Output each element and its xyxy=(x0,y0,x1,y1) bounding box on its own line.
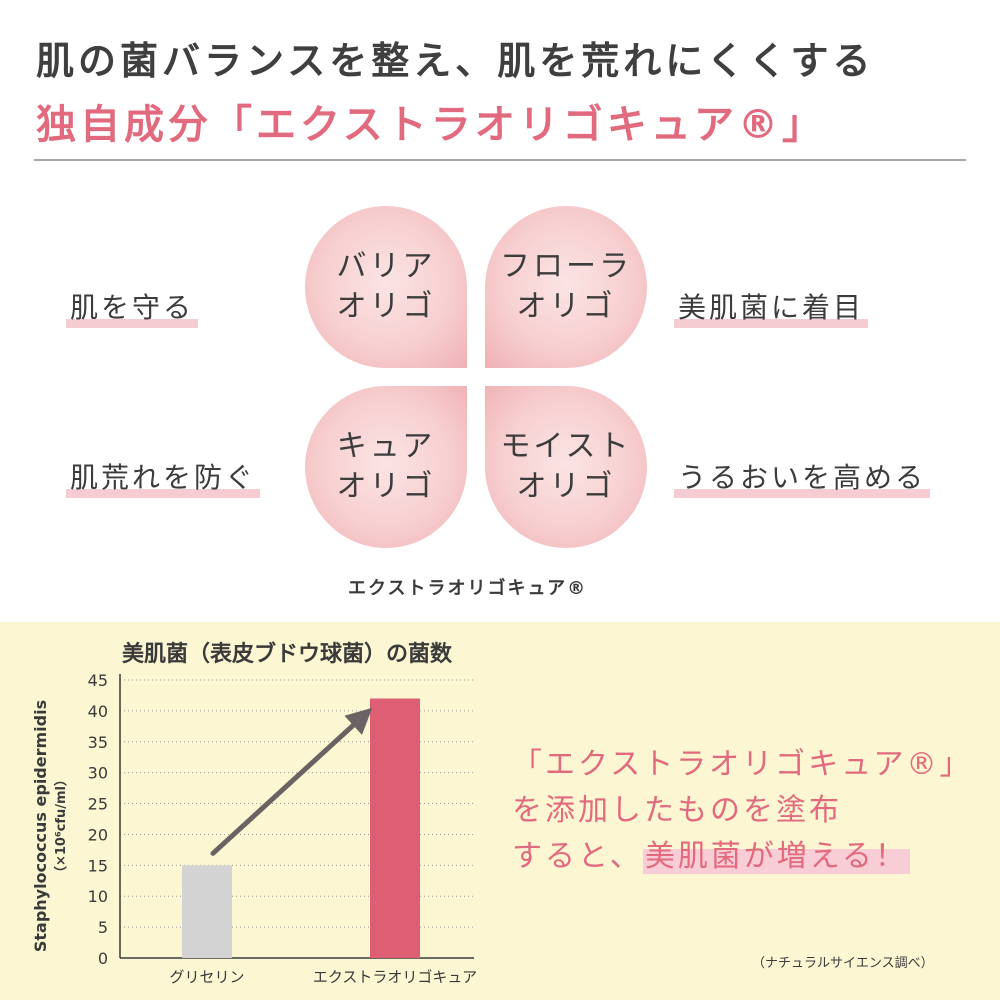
bar-0 xyxy=(182,865,232,958)
chart-panel xyxy=(0,622,1000,1000)
callout-line3-pre: すると、 xyxy=(512,839,643,874)
benefit-prevent-roughness: 肌荒れを防ぐ xyxy=(66,456,261,498)
x-tick-label: エクストラオリゴキュア xyxy=(313,968,477,986)
petal-label-line2: オリゴ xyxy=(336,469,436,504)
y-tick-label: 20 xyxy=(88,825,108,844)
trend-arrow-head xyxy=(344,707,373,735)
chart-title: 美肌菌（表皮ブドウ球菌）の菌数 xyxy=(122,642,453,667)
y-tick-label: 10 xyxy=(88,887,108,906)
callout-line1: 「エクストラオリゴキュア®」 xyxy=(512,747,973,782)
petal-label-line2: オリゴ xyxy=(516,469,616,504)
callout-text: 「エクストラオリゴキュア®」 を添加したものを塗布 すると、美肌菌が増える！ xyxy=(512,742,973,880)
headline-line2: 独自成分「エクストラオリゴキュア®」 xyxy=(36,102,826,148)
petal-cure-oligo: キュア オリゴ xyxy=(305,386,467,548)
petal-label-line1: バリア xyxy=(336,249,436,284)
headline-line1: 肌の菌バランスを整え、肌を荒れにくくする xyxy=(36,39,875,83)
trend-arrow-shaft xyxy=(210,712,368,856)
source-note: （ナチュラルサイエンス調べ） xyxy=(752,956,934,971)
x-tick-label: グリセリン xyxy=(169,968,244,986)
callout-line2: を添加したものを塗布 xyxy=(512,793,842,828)
callout-highlight: 美肌菌が増える！ xyxy=(642,839,910,874)
petal-label-line1: フローラ xyxy=(500,249,632,284)
callout-line3: すると、美肌菌が増える！ xyxy=(512,834,973,880)
benefit-protect-skin: 肌を守る xyxy=(66,286,199,328)
y-tick-label: 0 xyxy=(98,949,108,968)
y-tick-label: 40 xyxy=(88,702,108,721)
benefit-beauty-bacteria: 美肌菌に着目 xyxy=(674,286,869,328)
clover-caption: エクストラオリゴキュア® xyxy=(348,578,588,599)
petal-label-line2: オリゴ xyxy=(336,289,436,324)
header-divider xyxy=(34,159,966,161)
petal-label-line1: モイスト xyxy=(500,429,632,464)
petal-barrier-oligo: バリア オリゴ xyxy=(305,206,467,368)
petal-label-line1: キュア xyxy=(336,429,436,464)
y-tick-label: 25 xyxy=(88,795,108,814)
bar-1 xyxy=(370,698,420,958)
y-tick-label: 5 xyxy=(98,918,108,937)
y-tick-label: 35 xyxy=(88,733,108,752)
bar-chart: 0 5 10 15 20 25 30 35 40 45 グリセリン エクストラオリゴキュア xyxy=(88,671,477,986)
benefit-moisture: うるおいを高める xyxy=(674,456,931,498)
y-tick-label: 30 xyxy=(88,764,108,783)
y-tick-label: 15 xyxy=(88,856,108,875)
petal-moist-oligo: モイスト オリゴ xyxy=(485,386,647,548)
petal-label-line2: オリゴ xyxy=(516,289,616,324)
petal-flora-oligo: フローラ オリゴ xyxy=(485,206,647,368)
y-tick-label: 45 xyxy=(88,671,108,690)
